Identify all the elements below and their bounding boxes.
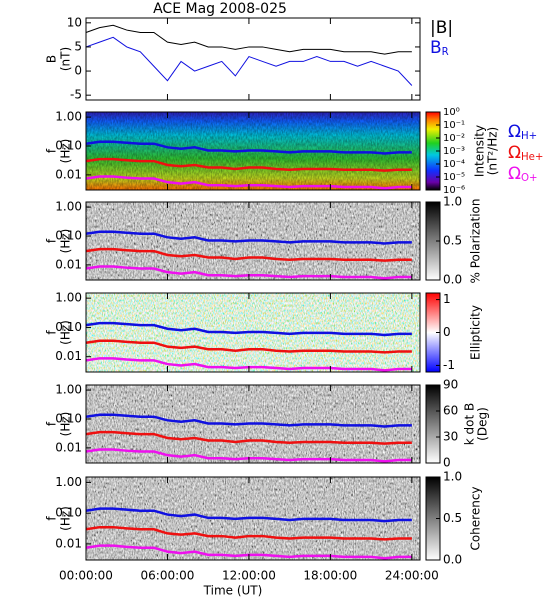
gyrofrequency-line xyxy=(85,525,412,541)
y-tick-label: 0.01 xyxy=(55,257,82,271)
colorbar-tick-label: 10⁻⁶ xyxy=(443,185,465,196)
chart-title: ACE Mag 2008-025 xyxy=(153,1,287,17)
y-tick-label: 0.10 xyxy=(55,411,82,425)
x-tick-label: 18:00:00 xyxy=(303,569,357,583)
gyrofrequency-line xyxy=(85,230,412,245)
plot-frame xyxy=(85,384,421,464)
colorbar-tick-label: 10⁰ xyxy=(443,107,460,118)
colorbar-label: k dot B xyxy=(463,403,477,445)
y-axis-unit: (Hz) xyxy=(59,506,73,531)
y-axis-label: B xyxy=(45,55,59,63)
y-axis-label: f xyxy=(45,148,59,153)
colorbar-tick-label: 0.0 xyxy=(443,273,462,287)
y-axis-label: f xyxy=(45,516,59,521)
y-axis-unit: (nT) xyxy=(59,47,73,71)
colorbar-tick-label: 1.0 xyxy=(443,470,462,484)
legend-entry: ΩO+ xyxy=(508,164,538,184)
legend-subscript: R xyxy=(442,47,449,58)
colorbar-tick-label: 60 xyxy=(443,404,458,418)
plot-frame xyxy=(85,292,421,373)
colorbar-tick-label: 30 xyxy=(443,430,458,444)
y-tick-label: 0.01 xyxy=(55,536,82,550)
colorbar-tick-label: 0 xyxy=(443,456,451,470)
y-axis-unit: (Hz) xyxy=(59,229,73,254)
legend-name: B xyxy=(430,38,442,58)
colorbar-tick-label: 10⁻³ xyxy=(443,146,465,157)
gyrofrequency-line xyxy=(85,507,412,523)
colorbar-tick-label: 1 xyxy=(443,292,451,306)
y-tick-label: 1.00 xyxy=(55,200,82,214)
colorbar-unit: (nT²/Hz) xyxy=(486,127,500,175)
colorbar-label: Intensity xyxy=(473,125,487,177)
legend-entry: |B| xyxy=(430,18,453,38)
colorbar-label: Coherency xyxy=(469,486,483,550)
series-line xyxy=(85,36,413,86)
y-axis-unit: (Hz) xyxy=(59,320,73,345)
x-tick-label: 12:00:00 xyxy=(222,569,276,583)
y-tick-label: 5 xyxy=(74,39,82,53)
gyrofrequency-line xyxy=(85,321,412,337)
colorbar-tick-label: 10⁻¹ xyxy=(443,120,465,131)
x-tick-label: 00:00:00 xyxy=(59,569,113,583)
y-tick-label: 0 xyxy=(74,64,82,78)
legend-entry: BR xyxy=(430,38,449,58)
y-tick-label: 0.10 xyxy=(55,506,82,520)
x-axis-label: Time (UT) xyxy=(203,584,263,598)
plot-frame xyxy=(85,17,421,101)
colorbar-tick-label: 0.5 xyxy=(443,234,462,248)
y-tick-label: 0.01 xyxy=(55,349,82,363)
gyrofrequency-line xyxy=(85,430,412,445)
gyrofrequency-line xyxy=(85,157,412,172)
colorbar-tick-label: 1.0 xyxy=(443,195,462,209)
legend-subscript: H+ xyxy=(521,131,537,142)
plot-frame xyxy=(85,201,421,281)
y-axis-label: f xyxy=(45,330,59,335)
gyrofrequency-line xyxy=(85,247,412,262)
y-tick-label: 0.10 xyxy=(55,138,82,152)
y-tick-label: 0.01 xyxy=(55,167,82,181)
legend-name: Ω xyxy=(508,122,521,142)
y-axis-label: f xyxy=(45,421,59,426)
plot-frame xyxy=(85,476,421,561)
y-axis-unit: (Hz) xyxy=(59,139,73,164)
colorbar-tick-label: 0.0 xyxy=(443,553,462,567)
y-tick-label: 0.01 xyxy=(55,440,82,454)
x-tick-label: 24:00:00 xyxy=(385,569,439,583)
y-axis-label: f xyxy=(45,238,59,243)
y-tick-label: 1.00 xyxy=(55,475,82,489)
series-line xyxy=(85,24,412,55)
y-tick-label: 1.00 xyxy=(55,291,82,305)
legend-subscript: O+ xyxy=(521,173,538,184)
colorbar xyxy=(425,384,441,464)
legend-name: |B| xyxy=(430,18,453,38)
colorbar-tick-label: 0.5 xyxy=(443,511,462,525)
colorbar-tick-label: 10⁻⁵ xyxy=(443,172,465,183)
y-tick-label: 0.10 xyxy=(55,228,82,242)
colorbar-tick-label: 0 xyxy=(443,325,451,339)
gyrofrequency-line xyxy=(85,140,412,155)
legend-name: Ω xyxy=(508,143,521,163)
y-tick-label: 10 xyxy=(67,15,82,29)
y-axis-unit: (Hz) xyxy=(59,412,73,437)
colorbar-tick-label: -1 xyxy=(443,358,455,372)
y-tick-label: 0.10 xyxy=(55,320,82,334)
legend-entry: ΩHe+ xyxy=(508,143,543,163)
colorbar-tick-label: 10⁻⁴ xyxy=(443,159,465,170)
colorbar-label: Ellipticity xyxy=(469,305,483,360)
y-tick-label: 1.00 xyxy=(55,383,82,397)
y-tick-label: 1.00 xyxy=(55,110,82,124)
gyrofrequency-line xyxy=(85,339,412,354)
colorbar-tick-label: 90 xyxy=(443,378,458,392)
colorbar-unit: (Deg) xyxy=(476,407,490,441)
gyrofrequency-line xyxy=(85,413,412,428)
y-tick-label: -5 xyxy=(70,88,82,102)
legend-name: Ω xyxy=(508,164,521,184)
colorbar-label: % Polarization xyxy=(469,199,483,284)
plot-frame xyxy=(85,111,421,191)
x-tick-label: 06:00:00 xyxy=(141,569,195,583)
legend-entry: ΩH+ xyxy=(508,122,537,142)
legend-subscript: He+ xyxy=(521,152,543,163)
colorbar-tick-label: 10⁻² xyxy=(443,133,465,144)
